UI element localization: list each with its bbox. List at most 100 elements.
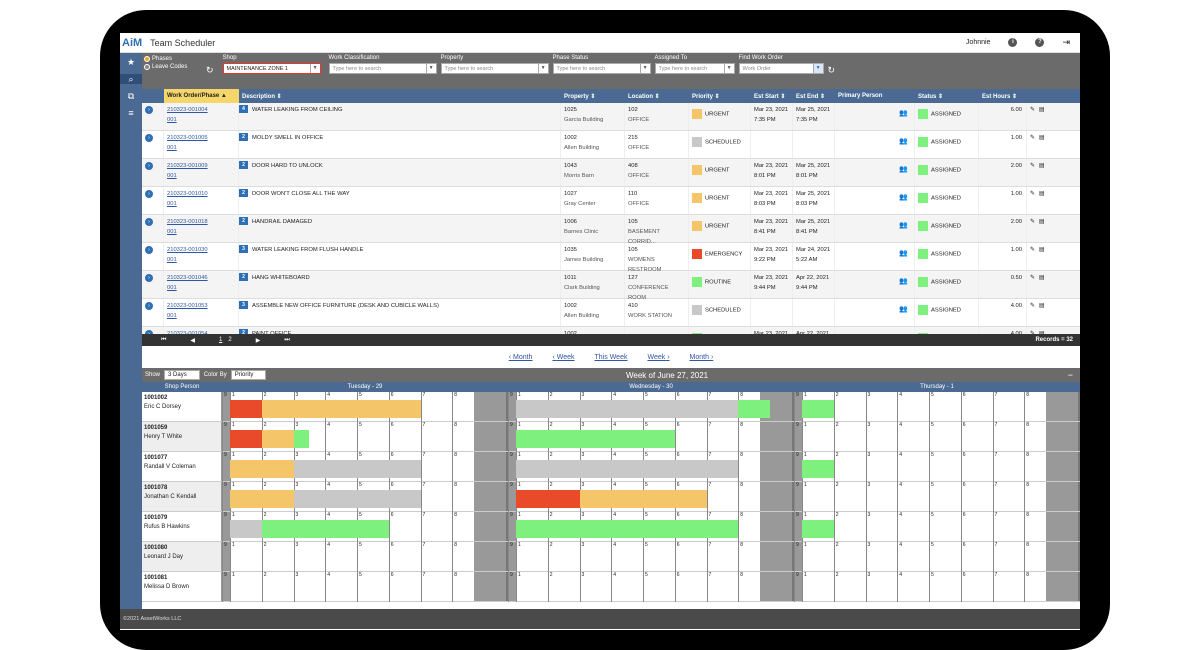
- find-work-order-input[interactable]: Work Order ▼: [738, 63, 824, 74]
- edit-icon[interactable]: ✎: [1030, 275, 1035, 281]
- column-header[interactable]: Est Hours ⇕: [982, 93, 1018, 100]
- people-icon[interactable]: 👥: [899, 166, 908, 173]
- expand-icon[interactable]: ›: [145, 218, 153, 226]
- table-row[interactable]: › 210323-001053 001 3 ASSEMBLE NEW OFFICE FU…: [142, 299, 1080, 327]
- page-1[interactable]: 1: [219, 337, 223, 343]
- edit-icon[interactable]: ✎: [1030, 191, 1035, 197]
- edit-icon[interactable]: ✎: [1030, 219, 1035, 225]
- details-icon[interactable]: ▤: [1038, 219, 1045, 225]
- expand-icon[interactable]: ›: [145, 134, 153, 142]
- phase-link[interactable]: 001: [167, 229, 177, 235]
- refresh-icon[interactable]: ↻: [206, 65, 214, 75]
- shop-person[interactable]: 1001002 Eric C Dorsey: [142, 392, 222, 421]
- edit-icon[interactable]: ✎: [1030, 303, 1035, 309]
- radio-leave-codes[interactable]: Leave Codes: [144, 64, 202, 70]
- menu-icon[interactable]: ≡: [128, 108, 134, 118]
- show-days-select[interactable]: 3 Days: [164, 370, 200, 380]
- assignment-bar[interactable]: [261, 430, 294, 448]
- next-month-link[interactable]: Month ›: [689, 353, 714, 361]
- last-page-icon[interactable]: ⏭: [284, 336, 290, 343]
- people-icon[interactable]: 👥: [899, 250, 908, 257]
- people-icon[interactable]: 👥: [899, 138, 908, 145]
- work-order-link[interactable]: 210323-001054: [167, 331, 208, 334]
- assignment-bar[interactable]: [261, 400, 421, 418]
- assignment-bar[interactable]: [516, 400, 739, 418]
- shop-person[interactable]: 1001081 Melissa D Brown: [142, 572, 222, 601]
- work-order-link[interactable]: 210323-001004: [167, 107, 208, 113]
- assignment-bar[interactable]: [802, 520, 834, 538]
- user-name[interactable]: Johnnie: [965, 39, 991, 46]
- people-icon[interactable]: 👥: [899, 222, 908, 229]
- work-order-link[interactable]: 210323-001009: [167, 163, 208, 169]
- details-icon[interactable]: ▤: [1038, 191, 1045, 197]
- chart-icon[interactable]: ⧉: [127, 91, 135, 101]
- assignment-bar[interactable]: [516, 490, 580, 508]
- shop-person[interactable]: 1001078 Jonathan C Kendall: [142, 482, 222, 511]
- work-order-link[interactable]: 210323-001005: [167, 135, 208, 141]
- collapse-icon[interactable]: −: [1067, 370, 1073, 380]
- table-row[interactable]: › 210323-001030 001 3 WATER LEAKING FROM FLU…: [142, 243, 1080, 273]
- details-icon[interactable]: ▤: [1038, 107, 1045, 113]
- column-header[interactable]: Est Start ⇕: [754, 93, 786, 100]
- radio-phases[interactable]: Phases: [144, 56, 202, 62]
- shop-person[interactable]: 1001079 Rufus B Hawkins: [142, 512, 222, 541]
- edit-icon[interactable]: ✎: [1030, 247, 1035, 253]
- expand-icon[interactable]: ›: [145, 274, 153, 282]
- color-by-select[interactable]: Priority: [230, 370, 267, 380]
- expand-icon[interactable]: ›: [145, 330, 153, 334]
- work-order-link[interactable]: 210323-001018: [167, 219, 208, 225]
- assignment-bar[interactable]: [516, 460, 739, 478]
- assignment-bar[interactable]: [738, 400, 770, 418]
- people-icon[interactable]: 👥: [899, 110, 908, 117]
- phase-link[interactable]: 001: [167, 285, 177, 291]
- details-icon[interactable]: ▤: [1038, 275, 1045, 281]
- info-icon[interactable]: i: [1008, 38, 1018, 47]
- assignment-bar[interactable]: [293, 460, 421, 478]
- phase-link[interactable]: 001: [167, 145, 177, 151]
- people-icon[interactable]: 👥: [899, 278, 908, 285]
- table-row[interactable]: › 210323-001005 001 2 MOLDY SMELL IN OFFICE 1…: [142, 131, 1080, 159]
- expand-icon[interactable]: ›: [145, 162, 153, 170]
- assignment-bar[interactable]: [230, 460, 294, 478]
- edit-icon[interactable]: ✎: [1030, 135, 1035, 141]
- work-order-link[interactable]: 210323-001010: [167, 191, 208, 197]
- edit-icon[interactable]: ✎: [1030, 107, 1035, 113]
- column-header[interactable]: Priority ⇕: [692, 93, 720, 100]
- prev-page-icon[interactable]: ◀: [190, 337, 196, 344]
- people-icon[interactable]: 👥: [899, 306, 908, 313]
- search-icon[interactable]: ⌕: [120, 74, 142, 84]
- assignment-bar[interactable]: [230, 400, 262, 418]
- work-order-link[interactable]: 210323-001030: [167, 247, 208, 253]
- next-page-icon[interactable]: ▶: [255, 337, 261, 344]
- assignment-bar[interactable]: [261, 520, 389, 538]
- shop-person[interactable]: 1001059 Henry T White: [142, 422, 222, 451]
- column-header[interactable]: Description ⇕: [242, 93, 282, 100]
- assignment-bar[interactable]: [802, 460, 834, 478]
- details-icon[interactable]: ▤: [1038, 331, 1045, 334]
- column-header[interactable]: Est End ⇕: [796, 93, 826, 100]
- column-header[interactable]: Status ⇕: [918, 93, 944, 100]
- phase-link[interactable]: 001: [167, 313, 177, 319]
- table-row[interactable]: › 210323-001018 001 2 HANDRAIL DAMAGED 1006 Ba…: [142, 215, 1080, 245]
- phase-link[interactable]: 001: [167, 201, 177, 207]
- table-row[interactable]: › 210323-001046 001 2 HANG WHITEBOARD 1011 Cla…: [142, 271, 1080, 301]
- shop-person[interactable]: 1001077 Randall V Coleman: [142, 452, 222, 481]
- assignment-bar[interactable]: [802, 400, 834, 418]
- property-input[interactable]: Type here to search ▼: [440, 63, 549, 74]
- expand-icon[interactable]: ›: [145, 302, 153, 310]
